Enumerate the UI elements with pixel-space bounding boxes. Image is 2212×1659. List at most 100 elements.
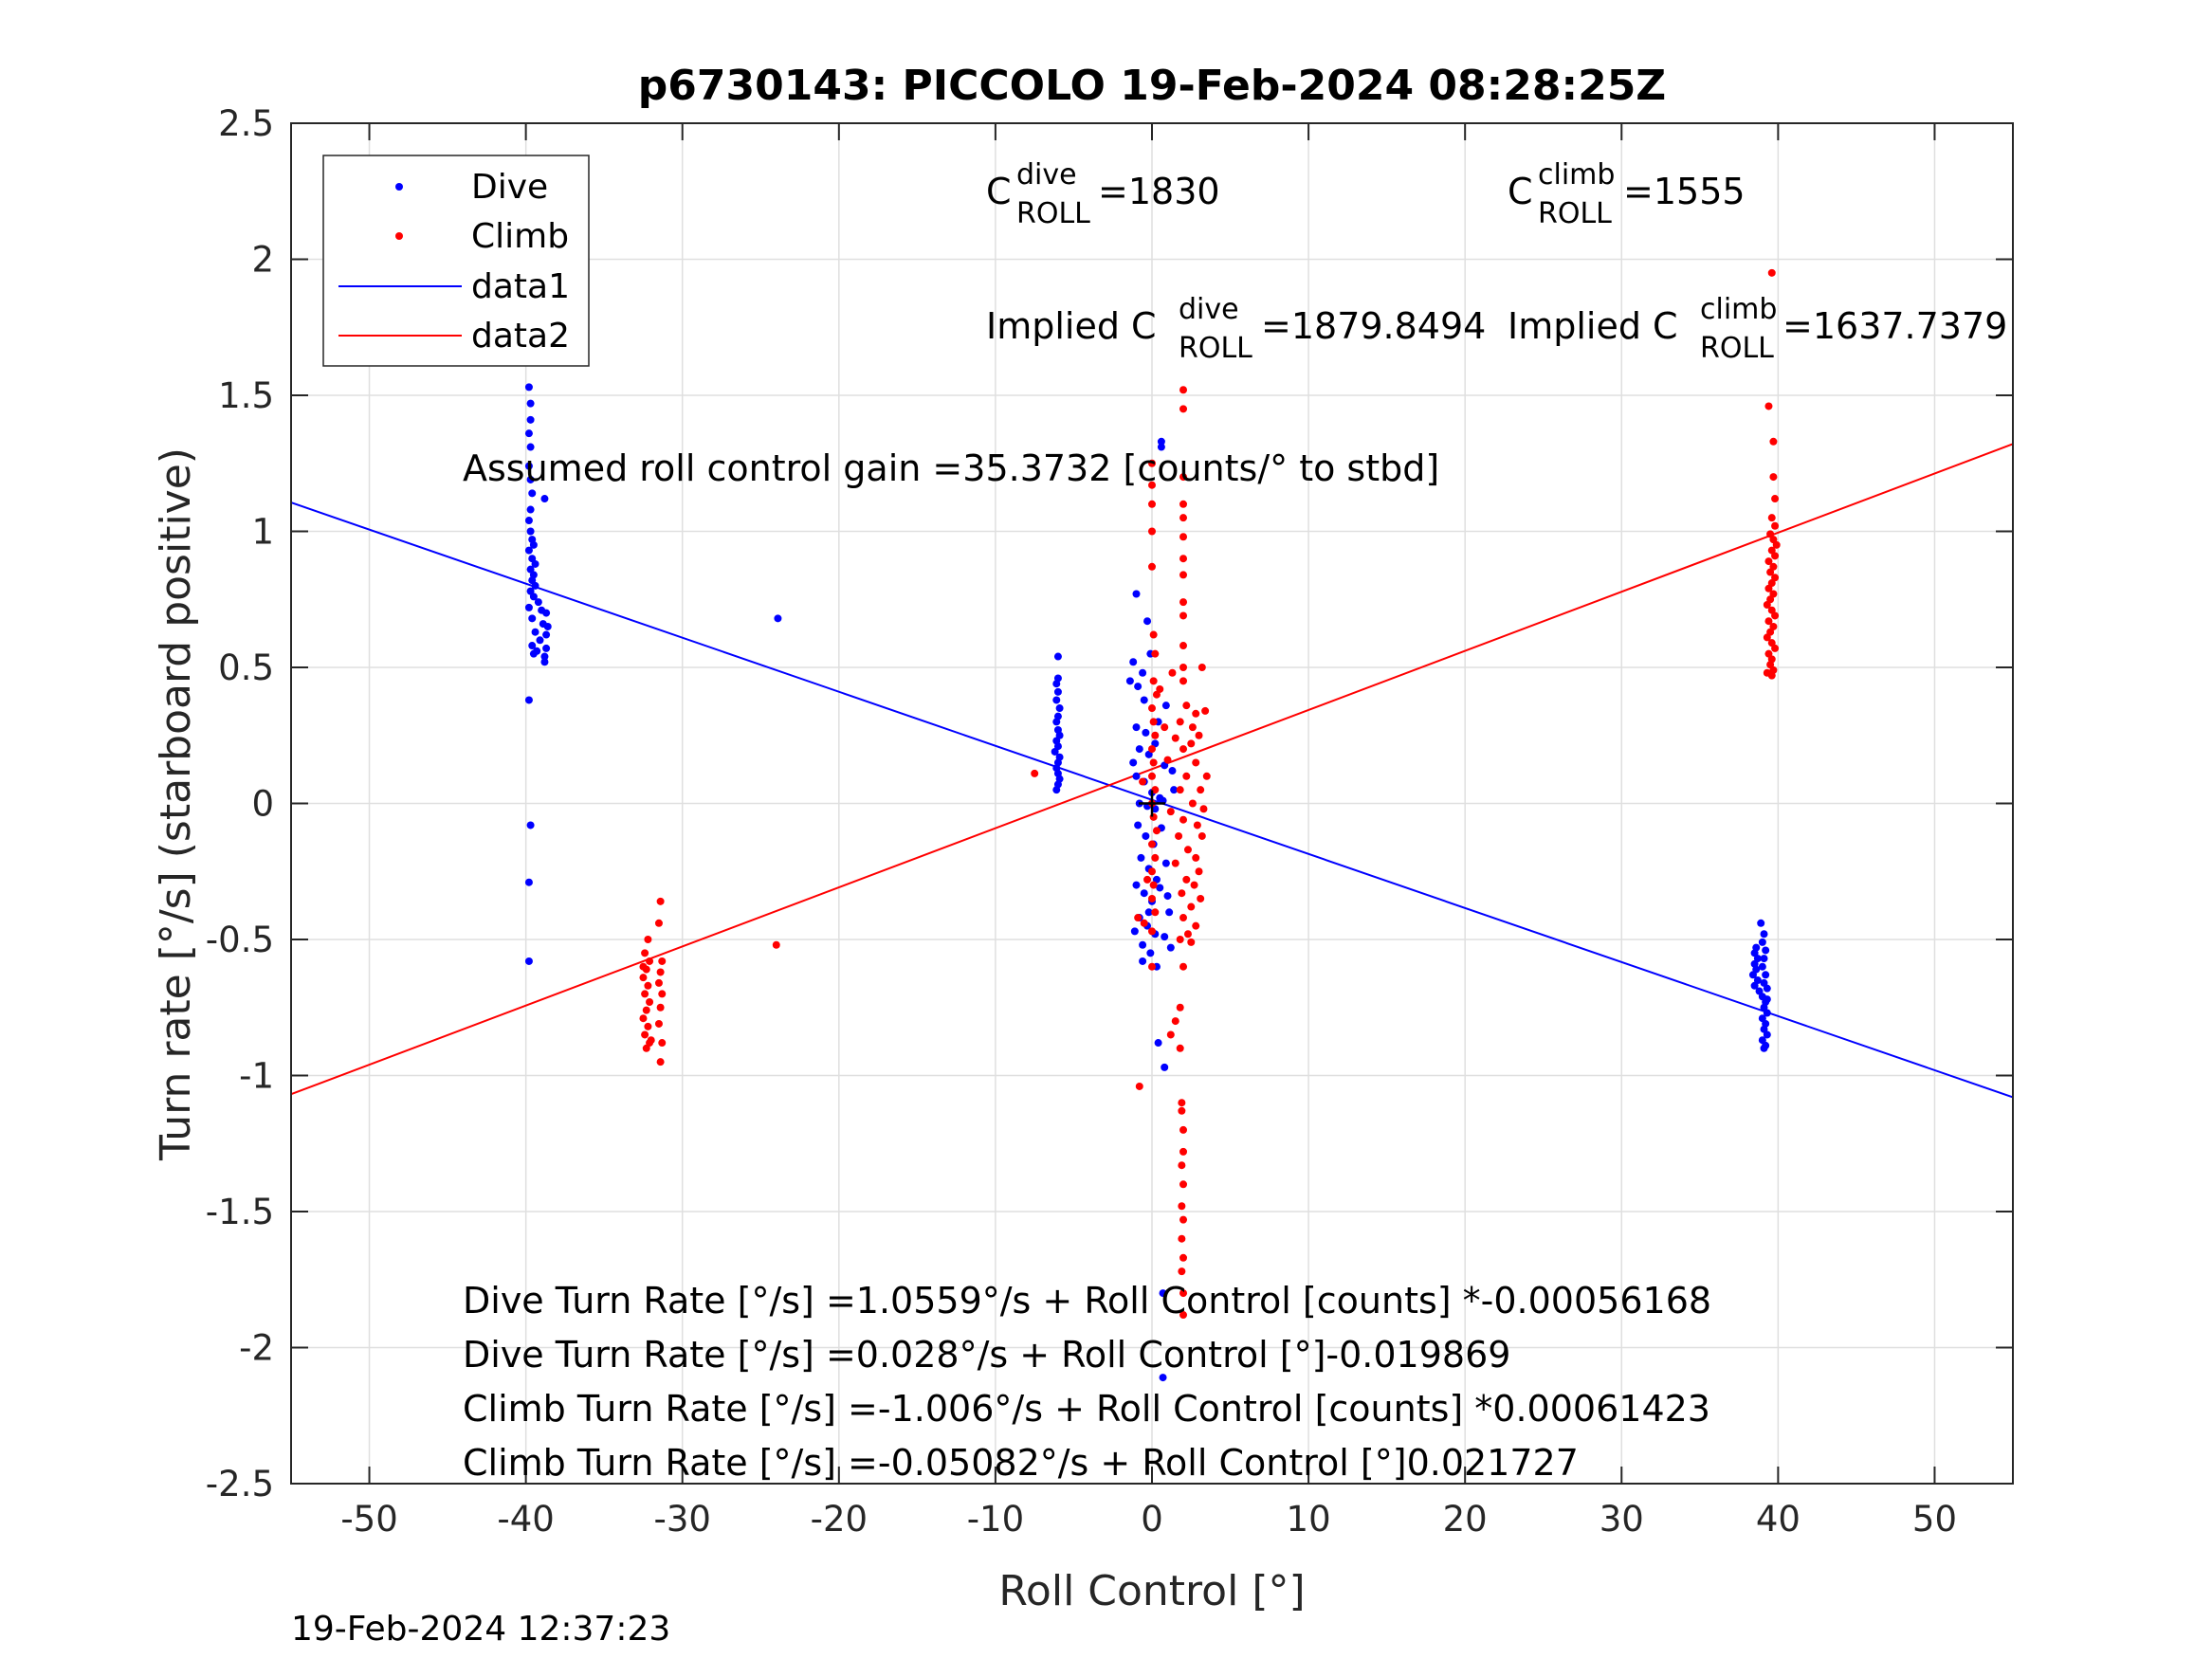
dive-point xyxy=(1161,859,1170,867)
climb-point xyxy=(639,1014,648,1023)
dive-point xyxy=(526,505,535,514)
y-tick-label: 1.5 xyxy=(218,375,274,416)
climb-point xyxy=(1192,853,1200,862)
climb-point xyxy=(656,897,665,905)
climb-point xyxy=(642,1006,650,1014)
data-points xyxy=(524,268,1781,1382)
dive-point xyxy=(529,540,538,549)
svg-text:Implied C: Implied C xyxy=(1508,305,1678,347)
climb-point xyxy=(1149,881,1158,889)
dive-point xyxy=(1144,908,1153,917)
climb-point xyxy=(1135,1082,1143,1090)
dive-point xyxy=(1757,919,1765,927)
climb-point xyxy=(639,962,648,971)
climb-point xyxy=(1182,875,1191,884)
dive-point xyxy=(774,614,782,623)
y-tick-label: -2 xyxy=(239,1328,274,1369)
climb-point xyxy=(1166,808,1175,816)
legend-data2-label: data2 xyxy=(471,317,570,356)
climb-point xyxy=(1195,731,1203,739)
climb-point xyxy=(1176,1044,1184,1052)
dive-point xyxy=(526,399,535,408)
climb-point xyxy=(1148,745,1156,754)
dive-point xyxy=(1760,1044,1768,1052)
climb-point xyxy=(641,949,649,957)
dive-point xyxy=(529,649,538,658)
climb-point xyxy=(644,936,652,943)
climb-point xyxy=(1766,568,1775,576)
dive-point xyxy=(524,429,533,438)
dive-point xyxy=(1139,940,1147,949)
y-tick-label: -2.5 xyxy=(206,1464,274,1504)
climb-point xyxy=(1171,734,1179,742)
dive-point xyxy=(526,821,535,830)
climb-point xyxy=(1171,1017,1179,1026)
climb-point xyxy=(1176,1003,1184,1012)
climb-point xyxy=(1179,533,1188,541)
dive-point xyxy=(528,642,537,650)
dive-point xyxy=(1750,981,1759,990)
dive-point xyxy=(1125,677,1134,685)
chart-title: p6730143: PICCOLO 19-Feb-2024 08:28:25Z xyxy=(638,62,1666,110)
climb-point xyxy=(1143,875,1152,884)
climb-point xyxy=(1151,853,1160,862)
ticks xyxy=(291,122,2013,1485)
climb-point xyxy=(644,1022,652,1030)
climb-point xyxy=(1763,633,1771,642)
climb-point xyxy=(654,1019,663,1028)
climb-point xyxy=(642,1044,650,1052)
dive-point xyxy=(524,546,533,555)
climb-point xyxy=(656,968,665,976)
x-tick-label: 10 xyxy=(1287,1499,1331,1540)
climb-point xyxy=(1179,405,1188,413)
tick-labels: -50 -40 -30 -20 -10 0 10 20 30 40 50-2.5-2-1.5-1-0… xyxy=(206,103,1957,1540)
dive-point xyxy=(1154,1039,1162,1048)
climb-point xyxy=(1188,799,1197,808)
y-tick-label: -1.5 xyxy=(206,1192,274,1232)
dive-point xyxy=(1157,443,1165,451)
climb-point xyxy=(1767,671,1776,680)
y-tick-label: 2.5 xyxy=(218,103,274,144)
x-tick-label: 40 xyxy=(1756,1499,1801,1540)
climb-point xyxy=(1176,936,1184,943)
svg-text:=1830: =1830 xyxy=(1098,171,1220,212)
dive-point xyxy=(1139,668,1147,677)
climb-point xyxy=(1178,1202,1186,1211)
climb-point xyxy=(1148,840,1156,848)
equation-dive-degrees: Dive Turn Rate [°/s] =0.028°/s + Roll Co… xyxy=(463,1334,1510,1376)
dive-point xyxy=(531,628,539,636)
dive-point xyxy=(540,495,549,503)
dive-point xyxy=(1161,1063,1169,1071)
climb-point xyxy=(1148,481,1156,489)
climb-point xyxy=(1139,777,1147,786)
dive-point xyxy=(1763,1009,1771,1017)
climb-point xyxy=(658,990,667,998)
roll-gain-annotation: Assumed roll control gain =35.3732 [coun… xyxy=(463,447,1439,489)
y-tick-label: 2 xyxy=(251,240,274,281)
dive-point xyxy=(1052,786,1061,794)
dive-point xyxy=(1135,745,1143,754)
climb-point xyxy=(641,1030,649,1039)
climb-point xyxy=(1197,831,1206,840)
dive-point xyxy=(1763,1030,1771,1039)
dive-point xyxy=(526,527,535,536)
climb-point xyxy=(1179,500,1188,508)
climb-point xyxy=(639,974,648,982)
climb-point xyxy=(1767,268,1776,277)
climb-point xyxy=(1179,1289,1188,1298)
climb-point xyxy=(1179,745,1188,754)
fit-line-data2 xyxy=(290,443,2014,1096)
dive-point xyxy=(1161,702,1170,710)
climb-point xyxy=(1764,617,1773,626)
svg-text:ROLL: ROLL xyxy=(1016,197,1090,230)
climb-point xyxy=(1179,815,1188,824)
climb-point xyxy=(1179,386,1188,394)
climb-point xyxy=(1163,756,1172,764)
climb-point xyxy=(1148,459,1156,467)
climb-point xyxy=(1192,709,1200,718)
x-tick-label: -50 xyxy=(340,1499,397,1540)
dive-point xyxy=(531,581,539,590)
legend-climb-marker xyxy=(395,232,403,240)
climb-point xyxy=(1182,772,1191,780)
